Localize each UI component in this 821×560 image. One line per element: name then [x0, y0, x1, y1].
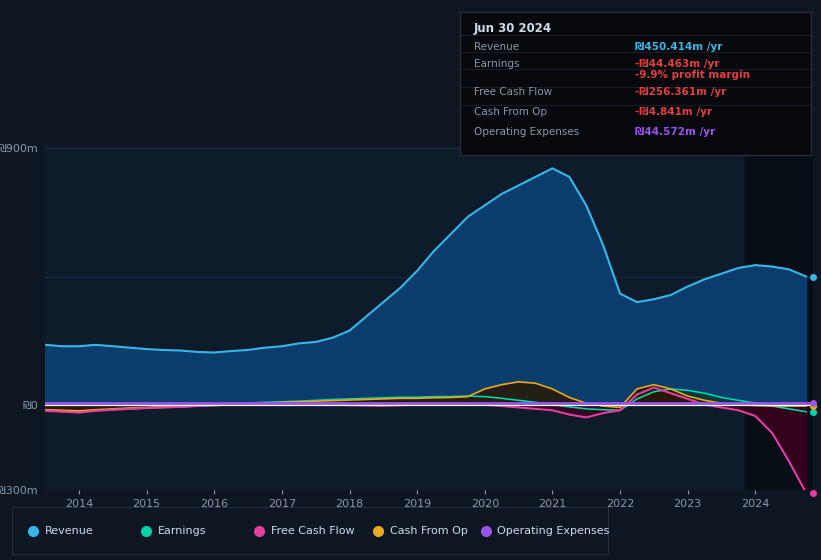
- Text: Revenue: Revenue: [45, 526, 94, 535]
- Text: Revenue: Revenue: [474, 41, 519, 52]
- Text: -₪256.361m /yr: -₪256.361m /yr: [635, 87, 727, 97]
- Text: Operating Expenses: Operating Expenses: [498, 526, 610, 535]
- Bar: [745, 148, 813, 490]
- Text: -₪4.841m /yr: -₪4.841m /yr: [635, 108, 713, 117]
- Text: Earnings: Earnings: [474, 59, 520, 69]
- Text: Cash From Op: Cash From Op: [390, 526, 468, 535]
- Text: ₪44.572m /yr: ₪44.572m /yr: [635, 127, 716, 137]
- Text: Jun 30 2024: Jun 30 2024: [474, 22, 552, 35]
- Text: Free Cash Flow: Free Cash Flow: [271, 526, 355, 535]
- Text: ₪450.414m /yr: ₪450.414m /yr: [635, 41, 722, 52]
- Text: -₪44.463m /yr: -₪44.463m /yr: [635, 59, 720, 69]
- Text: Operating Expenses: Operating Expenses: [474, 127, 579, 137]
- Text: Earnings: Earnings: [158, 526, 207, 535]
- Text: -9.9% profit margin: -9.9% profit margin: [635, 70, 750, 80]
- Text: Cash From Op: Cash From Op: [474, 108, 547, 117]
- Text: Free Cash Flow: Free Cash Flow: [474, 87, 552, 97]
